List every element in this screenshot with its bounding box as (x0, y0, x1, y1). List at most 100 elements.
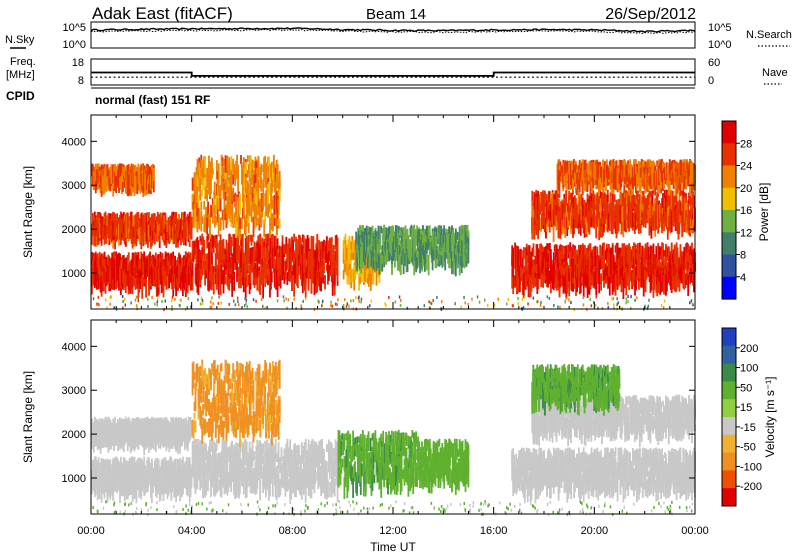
echo-cell (288, 269, 291, 281)
echo-cell (92, 254, 95, 272)
echo-cell (364, 235, 367, 251)
echo-cell (370, 236, 373, 252)
echo-cell (236, 234, 238, 249)
nave-tick-bottom: 0 (708, 75, 714, 87)
echo-cell (621, 218, 624, 228)
echo-cell (231, 255, 234, 271)
echo-cell (192, 193, 195, 208)
echo-cell (413, 224, 416, 244)
echo-cell (465, 231, 468, 249)
nave-label: Nave (762, 67, 788, 79)
echo-cell (438, 253, 441, 266)
echo-cell (95, 218, 98, 236)
echo-cell (219, 258, 222, 274)
echo-cell (149, 251, 151, 262)
echo-cell (404, 248, 407, 259)
echo-cell (371, 236, 374, 244)
echo-cell (651, 204, 654, 219)
echo-cell (538, 198, 540, 216)
echo-cell (154, 220, 157, 233)
echo-cell (556, 209, 559, 219)
echo-cell (379, 228, 382, 250)
echo-cell (582, 204, 585, 217)
echo-cell (171, 212, 174, 224)
echo-cell (526, 273, 529, 282)
echo-cell (611, 212, 614, 229)
echo-cell (153, 276, 156, 287)
echo-cell (635, 211, 637, 230)
echo-cell (555, 205, 558, 216)
echo-cell (196, 186, 199, 200)
echo-cell (91, 251, 93, 260)
echo-cell (208, 176, 210, 195)
echo-cell (278, 179, 281, 187)
echo-cell (415, 229, 418, 239)
echo-cell (323, 239, 325, 253)
echo-cell (135, 176, 138, 193)
echo-cell (305, 240, 308, 260)
echo-cell (208, 163, 210, 181)
echo-cell (391, 254, 393, 275)
echo-cell (226, 198, 229, 205)
echo-cell (573, 196, 575, 212)
echo-cell (147, 258, 149, 268)
echo-cell (659, 203, 661, 220)
echo-cell (579, 194, 582, 214)
echo-cell (618, 209, 621, 221)
echo-cell (624, 272, 627, 285)
echo-cell (126, 228, 129, 239)
echo-cell (204, 155, 207, 175)
echo-cell (420, 240, 422, 250)
echo-cell (565, 189, 568, 204)
echo-cell (403, 253, 406, 264)
echo-cell (238, 197, 240, 208)
echo-cell (410, 244, 413, 261)
echo-cell (531, 190, 534, 210)
echo-cell (687, 262, 690, 270)
echo-cell (658, 246, 661, 260)
echo-cell (636, 265, 638, 276)
echo-cell (235, 195, 237, 209)
echo-cell (130, 219, 133, 238)
echo-cell (157, 214, 160, 226)
echo-cell (151, 169, 153, 184)
echo-cell (274, 168, 277, 182)
echo-cell (134, 271, 137, 290)
echo-cell (621, 206, 624, 222)
echo-cell (257, 269, 260, 276)
echo-cell (581, 197, 584, 220)
echo-cell (603, 264, 605, 280)
echo-cell (652, 209, 655, 231)
echo-cell (166, 256, 169, 270)
echo-cell (106, 219, 109, 234)
echo-cell (590, 215, 593, 227)
echo-cell (400, 250, 403, 265)
echo-cell (604, 251, 606, 261)
echo-cell (365, 225, 368, 232)
echo-cell (229, 198, 232, 220)
echo-cell (586, 253, 589, 267)
echo-cell (343, 260, 346, 273)
echo-cell (245, 197, 248, 209)
echo-cell (309, 250, 312, 272)
echo-cell (132, 166, 135, 188)
echo-cell (140, 251, 143, 271)
echo-cell (216, 179, 219, 188)
echo-cell (197, 276, 200, 295)
echo-cell (212, 198, 214, 205)
echo-cell (216, 203, 219, 223)
echo-cell (516, 256, 518, 271)
echo-cell (674, 268, 677, 282)
echo-cell (546, 246, 548, 263)
echo-cell (212, 202, 214, 214)
echo-cell (676, 252, 679, 266)
echo-cell (230, 274, 233, 284)
echo-cell (549, 203, 552, 215)
echo-cell (588, 256, 591, 279)
echo-cell (453, 241, 455, 260)
echo-cell (233, 195, 236, 202)
echo-cell (672, 249, 675, 268)
echo-cell (377, 243, 380, 253)
echo-cell (241, 217, 243, 229)
echo-cell (202, 171, 205, 186)
